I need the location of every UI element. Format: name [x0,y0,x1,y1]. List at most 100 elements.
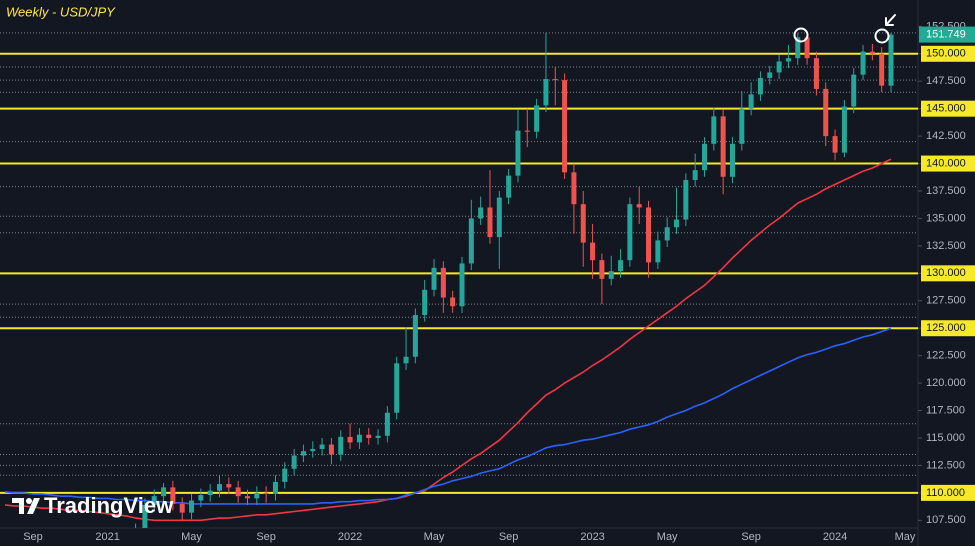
y-tick-label: 120.000 [926,377,966,389]
candle-body [869,51,875,54]
candle-body [356,434,362,443]
candle-body [543,79,549,106]
candle-body [804,37,810,59]
candle-body [627,204,633,261]
ma-line [4,158,892,522]
candle-body [823,88,829,137]
candle-body [422,289,428,316]
candle-body [291,455,297,469]
candle-body [813,58,819,89]
candle-body [552,79,558,81]
candle-body [142,504,148,528]
candle-body [729,143,735,177]
candle-body [674,219,680,228]
candle-body [217,484,223,491]
y-tick-label: 145.000 [926,103,966,115]
x-tick-label: Sep [23,531,43,543]
watermark-logo [12,498,40,514]
candle-body [701,143,707,171]
candle-body [739,108,745,144]
candle-body [515,130,521,176]
candle-body [328,444,334,455]
candle-body [151,496,157,505]
candle-body [487,207,493,238]
candle-body [207,490,213,496]
plot-area [0,32,918,528]
candle-body [646,207,652,263]
candle-body [618,260,624,272]
candle-body [841,106,847,153]
candle-body [860,51,866,75]
candle-body [599,260,605,279]
x-tick-label: Sep [499,531,519,543]
candle-body [608,271,614,279]
candle-body [496,197,502,238]
candle-body [720,116,726,177]
x-tick-label: 2023 [580,531,604,543]
candle-body [394,363,400,413]
candle-body [748,94,754,109]
candle-body [440,267,446,298]
candle-body [795,37,801,59]
x-tick-label: 2022 [338,531,362,543]
y-axis: 107.500 110.000 112.500 115.000 117.500 120.0… [918,20,975,526]
x-tick-label: 2024 [823,531,847,543]
x-tick-label: May [895,531,916,543]
candle-body [590,242,596,261]
y-tick-label: 135.000 [926,212,966,224]
candle-body [403,356,409,364]
candle-body [272,481,278,494]
candle-body [524,130,530,132]
candle-body [832,136,838,153]
candle-body [189,500,195,513]
candle-body [655,240,661,263]
candle-body [431,267,437,290]
candle-body [534,105,540,132]
y-tick-label: 142.500 [926,130,966,142]
annotations [793,14,896,44]
candle-body [636,204,642,208]
y-tick-label: 125.000 [926,322,966,334]
x-tick-label: Sep [256,531,276,543]
y-tick-label: 107.500 [926,514,966,526]
x-tick-label: May [181,531,202,543]
candle-body [478,207,484,219]
candle-body [338,436,344,455]
key-level-tag [921,484,975,501]
y-tick-label: 137.500 [926,185,966,197]
y-tick-label: 110.000 [926,487,965,499]
y-tick-label: 140.000 [926,157,966,169]
candle-body [851,74,857,107]
key-level-tag [921,45,975,62]
candle-body [244,496,250,499]
candle-body [776,61,782,73]
y-tick-label: 117.500 [926,404,965,416]
x-tick-label: May [424,531,445,543]
y-tick-label: 115.000 [926,432,965,444]
candle-body [254,492,260,499]
candle-body [263,492,269,494]
y-tick-label: 150.000 [926,48,966,60]
candle-body [888,34,894,86]
candle-body [580,204,586,243]
candle-body [785,58,791,62]
watermark: TradingView [44,493,174,518]
candle-body [450,297,456,307]
y-tick-label: 127.500 [926,295,966,307]
candle-body [366,434,372,438]
candle-body [879,53,885,86]
candle-body [179,503,185,513]
candle-body [757,77,763,95]
candle-body [683,180,689,220]
last-price-label: 151.749 [926,28,966,40]
candle-body [161,487,167,497]
candle-body [459,263,465,307]
candle-body [767,72,773,78]
candle-body [412,315,418,357]
candle-body [571,172,577,205]
x-tick-label: Sep [741,531,761,543]
key-level-tag [921,265,975,282]
candle-body [711,116,717,144]
candle-body [310,448,316,452]
